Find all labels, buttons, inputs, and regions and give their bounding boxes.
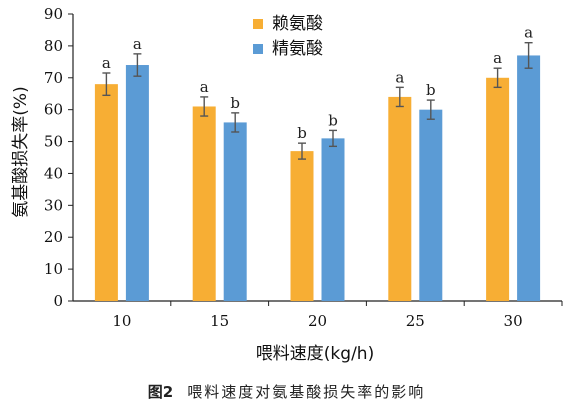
y-tick-label: 10 bbox=[44, 260, 63, 278]
bar bbox=[388, 96, 412, 302]
bar bbox=[94, 84, 118, 302]
significance-letter: a bbox=[493, 49, 502, 67]
y-tick-label: 90 bbox=[44, 5, 63, 23]
y-tick-label: 60 bbox=[44, 101, 63, 119]
y-tick-label: 40 bbox=[44, 164, 63, 182]
bar bbox=[125, 65, 149, 302]
significance-letter: a bbox=[102, 54, 111, 72]
legend-label: 赖氨酸 bbox=[272, 14, 323, 34]
figure-caption: 图2 喂料速度对氨基酸损失率的影响 bbox=[0, 381, 573, 402]
significance-letter: b bbox=[297, 124, 307, 142]
bar bbox=[321, 138, 345, 301]
figure-number: 图2 bbox=[147, 383, 174, 401]
bar bbox=[290, 151, 314, 301]
bar bbox=[486, 77, 510, 302]
significance-letter: b bbox=[426, 81, 436, 99]
y-tick-label: 80 bbox=[44, 37, 63, 55]
y-tick-label: 30 bbox=[44, 196, 63, 214]
x-axis-label: 喂料速度(kg/h) bbox=[256, 344, 374, 364]
bar bbox=[517, 55, 541, 302]
y-tick-label: 0 bbox=[53, 292, 63, 310]
legend-swatch bbox=[253, 19, 263, 29]
significance-letter: a bbox=[200, 78, 209, 96]
x-tick-label: 10 bbox=[112, 312, 131, 330]
y-tick-label: 50 bbox=[44, 133, 63, 151]
y-tick-label: 20 bbox=[44, 228, 63, 246]
x-tick-label: 15 bbox=[210, 312, 229, 330]
x-tick-label: 25 bbox=[406, 312, 425, 330]
significance-letter: b bbox=[328, 111, 338, 129]
significance-letter: a bbox=[395, 68, 404, 86]
bar bbox=[192, 106, 216, 301]
legend-swatch bbox=[253, 44, 263, 54]
significance-letter: a bbox=[524, 24, 533, 42]
bar bbox=[223, 122, 247, 301]
legend-label: 精氨酸 bbox=[272, 39, 323, 59]
x-tick-label: 30 bbox=[504, 312, 523, 330]
y-axis-label: 氨基酸损失率(%) bbox=[11, 86, 31, 217]
y-tick-label: 70 bbox=[44, 69, 63, 87]
bar bbox=[419, 109, 443, 302]
x-tick-label: 20 bbox=[308, 312, 327, 330]
axes: 0 10 20 30 40 50 60 70 80 90 10 15 20 25 30 bbox=[44, 5, 563, 330]
bars: a a a b b b a b a a bbox=[94, 24, 541, 302]
significance-letter: b bbox=[230, 94, 240, 112]
figure-title: 喂料速度对氨基酸损失率的影响 bbox=[187, 383, 426, 401]
significance-letter: a bbox=[133, 35, 142, 53]
